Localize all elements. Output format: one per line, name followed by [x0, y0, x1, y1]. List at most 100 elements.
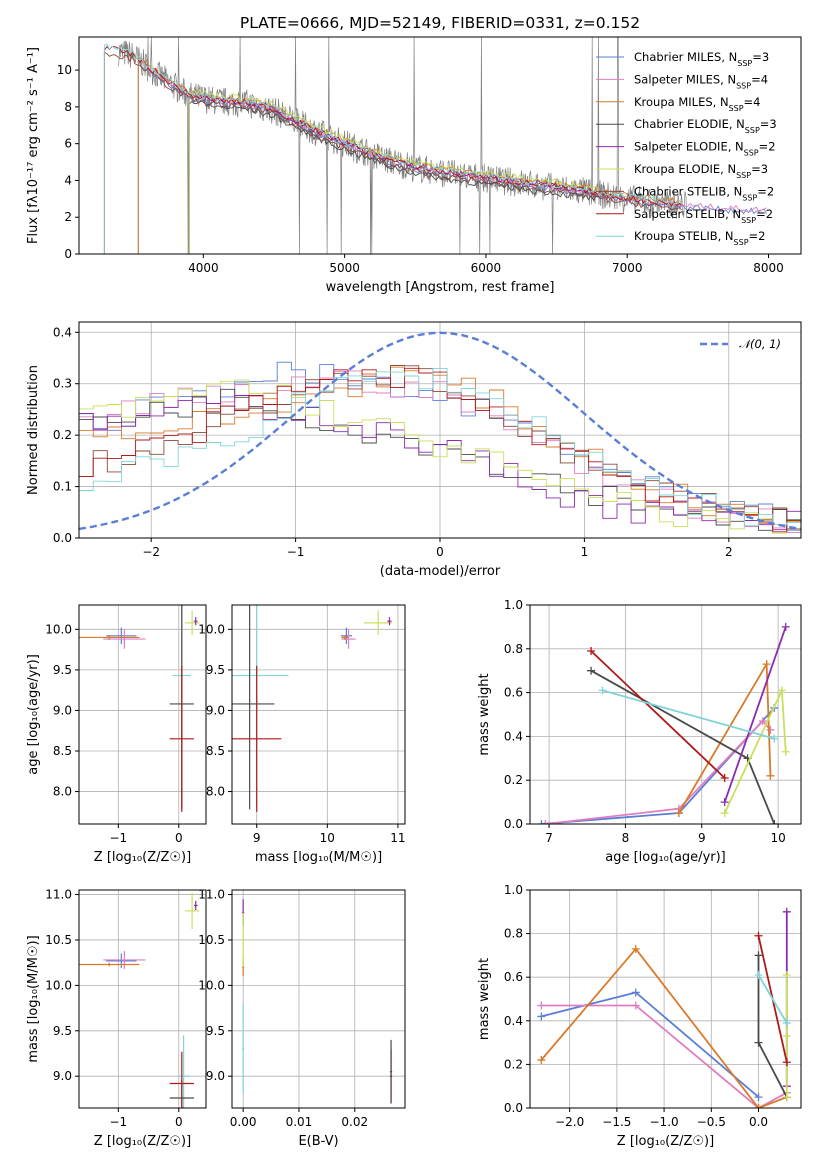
- y-tick-label: 4: [64, 173, 72, 187]
- axes-frame: [529, 604, 802, 825]
- y-tick-label: 0.2: [504, 773, 523, 787]
- normal-curve: [79, 331, 801, 531]
- weight-point-marker: [754, 1038, 763, 1047]
- weight-point-marker: [762, 660, 771, 669]
- legend-entry: Salpeter MILES, NSSP=4: [634, 72, 768, 90]
- weight-point-marker: [766, 771, 775, 780]
- x-tick-label: 7: [545, 831, 553, 845]
- weight-series-line: [723, 626, 787, 803]
- axes-frame: [78, 889, 207, 1109]
- y-tick-label: 0.0: [53, 531, 72, 545]
- y-tick-label: 10.0: [45, 978, 72, 992]
- x-tick-label: 0.00: [230, 1115, 257, 1129]
- weight-point-marker: [537, 1001, 546, 1010]
- residual-histogram: [79, 366, 801, 524]
- plot-area: [242, 899, 393, 1104]
- x-tick-label: −2: [142, 545, 160, 559]
- y-tick-label: 9.5: [53, 1024, 72, 1038]
- y-tick-label: 0.2: [53, 428, 72, 442]
- weight-point-marker: [770, 820, 779, 824]
- y-tick-label: 0.4: [504, 729, 523, 743]
- y-tick-label: 9.5: [206, 1024, 225, 1038]
- y-tick-label: 10.5: [45, 933, 72, 947]
- y-tick-label: 9.5: [53, 663, 72, 677]
- y-tick-label: 0.8: [504, 642, 523, 656]
- x-axis-label: E(B-V): [298, 1134, 338, 1149]
- y-axis-label: Flux [fλ10⁻¹⁷ erg cm⁻² s⁻¹ A⁻¹]: [26, 47, 41, 244]
- panel-weight-vs-age: 7 8 9 10 0.0 0.2 0.4 0.6 0.8 1.0 age [log₁₀(age/yr…: [477, 598, 802, 865]
- weight-series-line: [545, 719, 772, 824]
- x-tick-label: −1.0: [650, 1115, 679, 1129]
- x-tick-label: −1.5: [602, 1115, 631, 1129]
- plot-area: [103, 37, 767, 254]
- spectrum-model-line: [137, 57, 683, 254]
- weight-point-marker: [782, 1032, 791, 1041]
- y-tick-label: 8.0: [206, 785, 225, 799]
- y-tick-label: 0.2: [504, 1057, 523, 1071]
- y-tick-label: 0.6: [504, 970, 523, 984]
- weight-point-marker: [631, 988, 640, 997]
- axes-frame: [231, 889, 406, 1109]
- x-tick-label: 0: [175, 1115, 183, 1129]
- spectrum-model-line: [188, 100, 599, 254]
- weight-point-marker: [537, 820, 546, 824]
- y-axis-label: age [log₁₀(age/yr)]: [26, 654, 41, 775]
- panel-spectrum: 4000 5000 6000 7000 8000 0 2 4 6 8 10 wavelength [A…: [26, 36, 802, 295]
- y-tick-label: 0.0: [504, 817, 523, 831]
- weight-point-marker: [537, 1056, 546, 1065]
- weight-series-line: [602, 689, 775, 740]
- legend-entry: Chabrier STELIB, NSSP=2: [634, 184, 774, 202]
- plot-area: [537, 622, 790, 824]
- weight-point-marker: [754, 971, 763, 980]
- x-axis-label: mass [log₁₀(M/M☉)]: [255, 850, 382, 865]
- weight-point-marker: [770, 734, 779, 743]
- axes-frame: [78, 604, 207, 825]
- plot-area: [79, 331, 801, 534]
- weight-point-marker: [782, 971, 791, 980]
- weight-series-line: [540, 947, 788, 1108]
- plot-area: [232, 605, 393, 812]
- weight-point-marker: [754, 931, 763, 940]
- weight-series-line: [590, 650, 726, 779]
- panel-weight-vs-Z: −2.0 −1.5 −1.0 −0.5 0.0 0.0 0.2 0.4 0.6 0.8 1.0 Z […: [477, 883, 802, 1149]
- weight-point-marker: [720, 774, 729, 783]
- weight-point-marker: [631, 944, 640, 953]
- weight-point-marker: [754, 1104, 763, 1108]
- x-tick-label: 0.02: [341, 1115, 368, 1129]
- y-tick-label: 0.8: [504, 927, 523, 941]
- panel-age-vs-mass: 9 10 11 8.0 8.5 9.0 9.5 10.0 mass [log₁₀(M/M☉)]: [198, 604, 406, 865]
- y-tick-label: 8: [64, 100, 72, 114]
- x-tick-label: −1: [109, 831, 127, 845]
- y-tick-label: 0.4: [53, 325, 72, 339]
- x-axis-label: Z [log₁₀(Z/Z☉)]: [94, 850, 191, 865]
- x-tick-label: 0: [436, 545, 444, 559]
- y-tick-label: 9.0: [53, 703, 72, 717]
- panel-mass-vs-ebv: 0.00 0.01 0.02 9.0 9.5 10.0 10.5 11.0 E(B-V): [198, 888, 406, 1149]
- x-tick-label: 1: [581, 545, 589, 559]
- y-tick-label: 9.0: [206, 703, 225, 717]
- weight-series-line: [590, 669, 776, 824]
- legend-entry: Kroupa STELIB, NSSP=2: [634, 229, 765, 247]
- x-tick-label: 9: [253, 831, 261, 845]
- y-axis-label: mass weight: [477, 673, 492, 755]
- y-axis-label: mass weight: [477, 958, 492, 1040]
- weight-point-marker: [781, 747, 790, 756]
- y-axis-label: mass [log₁₀(M/M☉)]: [26, 935, 41, 1062]
- weight-series-line: [678, 660, 772, 814]
- y-tick-label: 8.0: [53, 785, 72, 799]
- weight-point-marker: [720, 798, 729, 807]
- weight-point-marker: [587, 646, 596, 655]
- y-tick-label: 9.0: [206, 1069, 225, 1083]
- plot-area: [537, 907, 791, 1108]
- x-tick-label: 7000: [612, 261, 643, 275]
- x-tick-label: 8: [622, 831, 630, 845]
- weight-point-marker: [587, 666, 596, 675]
- y-tick-label: 11.0: [198, 888, 225, 902]
- plot-area: [79, 605, 200, 812]
- spectrum-model-line: [137, 60, 767, 254]
- spectrum-model-line: [103, 43, 683, 254]
- weight-point-marker: [674, 809, 683, 818]
- y-tick-label: 9.0: [53, 1069, 72, 1083]
- x-axis-label: (data-model)/error: [380, 564, 501, 579]
